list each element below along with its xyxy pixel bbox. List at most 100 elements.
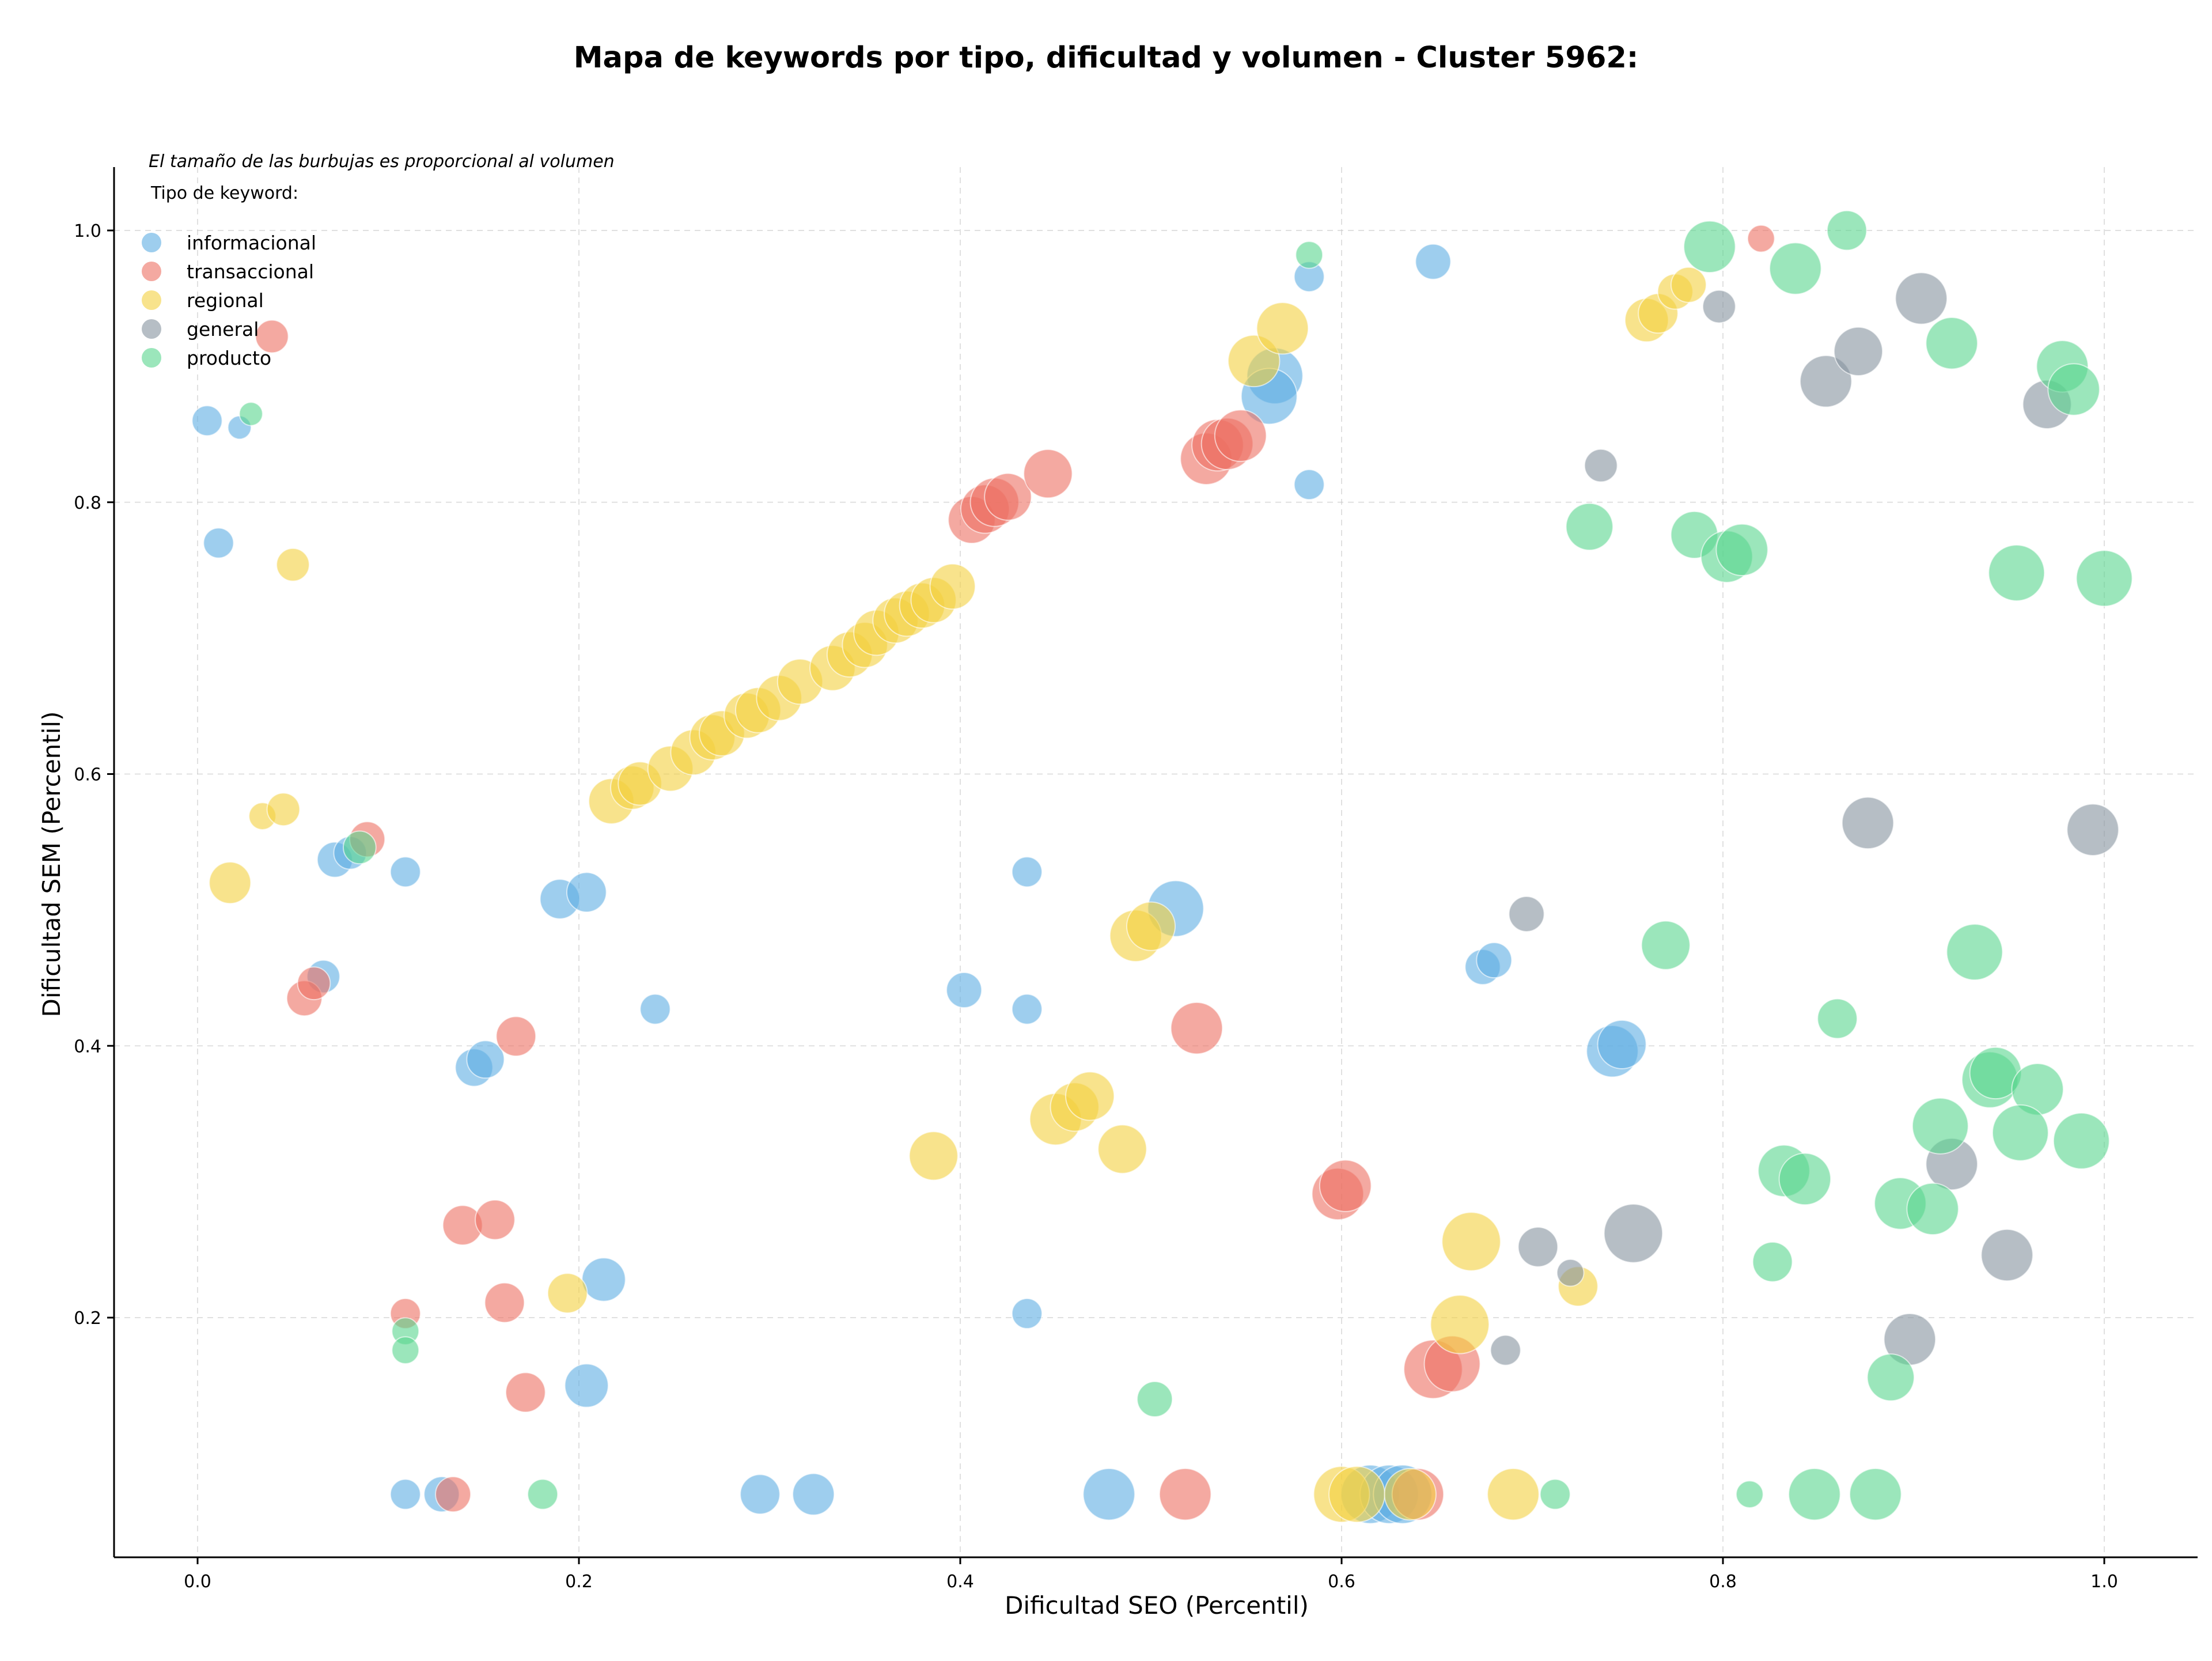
legend-marker: [142, 290, 161, 310]
bubble-general: [1800, 355, 1853, 408]
bubble-general: [1841, 796, 1895, 850]
bubble-general: [2066, 803, 2119, 856]
bubble-informacional: [581, 1257, 626, 1302]
x-tick-label: 0.8: [1709, 1572, 1737, 1592]
y-axis-label: Dificultad SEM (Percentil): [37, 712, 66, 1017]
bubble-producto: [1906, 1182, 1959, 1236]
bubble-regional: [908, 1131, 959, 1181]
bubble-producto: [1736, 1480, 1764, 1508]
legend-label: general: [187, 318, 259, 340]
bubble-general: [1980, 1228, 2033, 1282]
bubble-informacional: [389, 856, 421, 888]
legend-marker: [142, 233, 161, 252]
legend-label: regional: [187, 289, 264, 312]
bubble-informacional: [1415, 243, 1452, 280]
bubble-informacional: [792, 1473, 835, 1516]
bubble-producto: [391, 1336, 420, 1364]
bubble-transaccional: [1214, 409, 1267, 462]
bubble-producto: [1991, 1104, 2049, 1161]
bubble-producto: [1925, 317, 1978, 370]
bubble-producto: [238, 402, 263, 426]
axes-layer: 0.0 0.2 0.4 0.6 0.8 1.0 0.2 0.4 0.6 0.8 1.0: [74, 167, 2198, 1592]
bubble-regional: [1065, 1071, 1115, 1121]
bubble-informacional: [1082, 1467, 1135, 1521]
bubble-general: [1517, 1227, 1559, 1267]
legend-label: producto: [187, 347, 271, 369]
chart-title: Mapa de keywords por tipo, dificultad y …: [574, 41, 1638, 75]
bubble-regional: [209, 861, 252, 905]
bubble-producto: [1911, 1097, 1969, 1155]
bubble-informacional: [1011, 856, 1043, 888]
bubble-producto: [1817, 998, 1858, 1039]
bubble-producto: [1752, 1242, 1793, 1282]
legend-label: transaccional: [187, 260, 314, 283]
bubble-informacional: [946, 972, 983, 1009]
legend-item-regional: regional: [142, 289, 264, 312]
bubble-producto: [1295, 241, 1324, 269]
bubble-general: [1490, 1334, 1521, 1366]
bubble-transaccional: [1170, 1001, 1224, 1055]
bubble-regional: [547, 1273, 588, 1314]
legend-item-transaccional: transaccional: [142, 260, 314, 283]
bubble-informacional: [203, 527, 234, 559]
bubble-producto: [1778, 1152, 1832, 1206]
bubble-transaccional: [255, 319, 289, 354]
bubble-transaccional: [435, 1476, 472, 1513]
bubble-regional: [276, 547, 310, 582]
bubble-informacional: [1011, 993, 1043, 1025]
bubble-general: [1603, 1204, 1664, 1263]
bubble-producto: [1866, 1353, 1915, 1402]
bubble-producto: [1565, 502, 1613, 551]
y-tick-label: 0.2: [74, 1308, 101, 1329]
bubble-producto: [1788, 1467, 1841, 1521]
legend-label: informacional: [187, 232, 316, 254]
x-tick-label: 0.4: [946, 1572, 974, 1592]
bubble-producto: [1137, 1381, 1173, 1418]
bubble-general: [1508, 895, 1545, 932]
bubble-regional: [1097, 1124, 1147, 1174]
bubble-informacional: [191, 405, 223, 437]
bubble-regional: [1256, 302, 1309, 355]
y-tick-label: 0.6: [74, 765, 101, 785]
bubble-size-note: El tamaño de las burbujas es proporciona…: [149, 152, 615, 172]
bubble-transaccional: [1747, 224, 1775, 253]
bubble-producto: [342, 830, 377, 865]
legend: Tipo de keyword: informacional transaccio…: [142, 183, 316, 369]
bubble-informacional: [1476, 942, 1513, 979]
bubble-producto: [1849, 1467, 1902, 1521]
bubble-producto: [2052, 1112, 2110, 1170]
bubble-informacional: [1293, 469, 1325, 501]
legend-item-producto: producto: [142, 347, 271, 369]
bubble-regional: [1670, 266, 1707, 303]
y-tick-label: 0.8: [74, 493, 101, 513]
bubble-transaccional: [984, 472, 1032, 521]
bubble-producto: [1769, 242, 1822, 295]
bubble-producto: [1988, 544, 2046, 601]
bubble-producto: [2075, 550, 2133, 607]
bubble-informacional: [566, 872, 607, 913]
bubble-producto: [527, 1478, 559, 1510]
y-tick-label: 1.0: [74, 221, 101, 241]
bubble-regional: [929, 563, 976, 610]
bubble-producto: [1641, 920, 1691, 970]
bubble-informacional: [466, 1040, 505, 1079]
bubble-transaccional: [484, 1282, 525, 1323]
bubble-producto: [1946, 924, 2003, 981]
bubble-regional: [1328, 1466, 1385, 1523]
y-tick-label: 0.4: [74, 1036, 101, 1057]
bubble-informacional: [1597, 1019, 1647, 1069]
x-axis-label: Dificultad SEO (Percentil): [1005, 1591, 1309, 1620]
bubble-regional: [266, 792, 301, 827]
legend-marker: [142, 262, 161, 281]
bubble-informacional: [639, 993, 671, 1025]
bubble-regional: [1384, 1467, 1437, 1521]
bubble-regional: [1126, 901, 1176, 951]
legend-item-informacional: informacional: [142, 232, 316, 254]
bubble-producto: [1539, 1478, 1571, 1510]
bubble-informacional: [564, 1363, 609, 1408]
bubble-transaccional: [1319, 1159, 1372, 1212]
bubble-regional: [1430, 1295, 1490, 1354]
bubble-transaccional: [475, 1199, 516, 1240]
bubble-transaccional: [505, 1372, 546, 1413]
bubble-producto: [1715, 523, 1768, 577]
